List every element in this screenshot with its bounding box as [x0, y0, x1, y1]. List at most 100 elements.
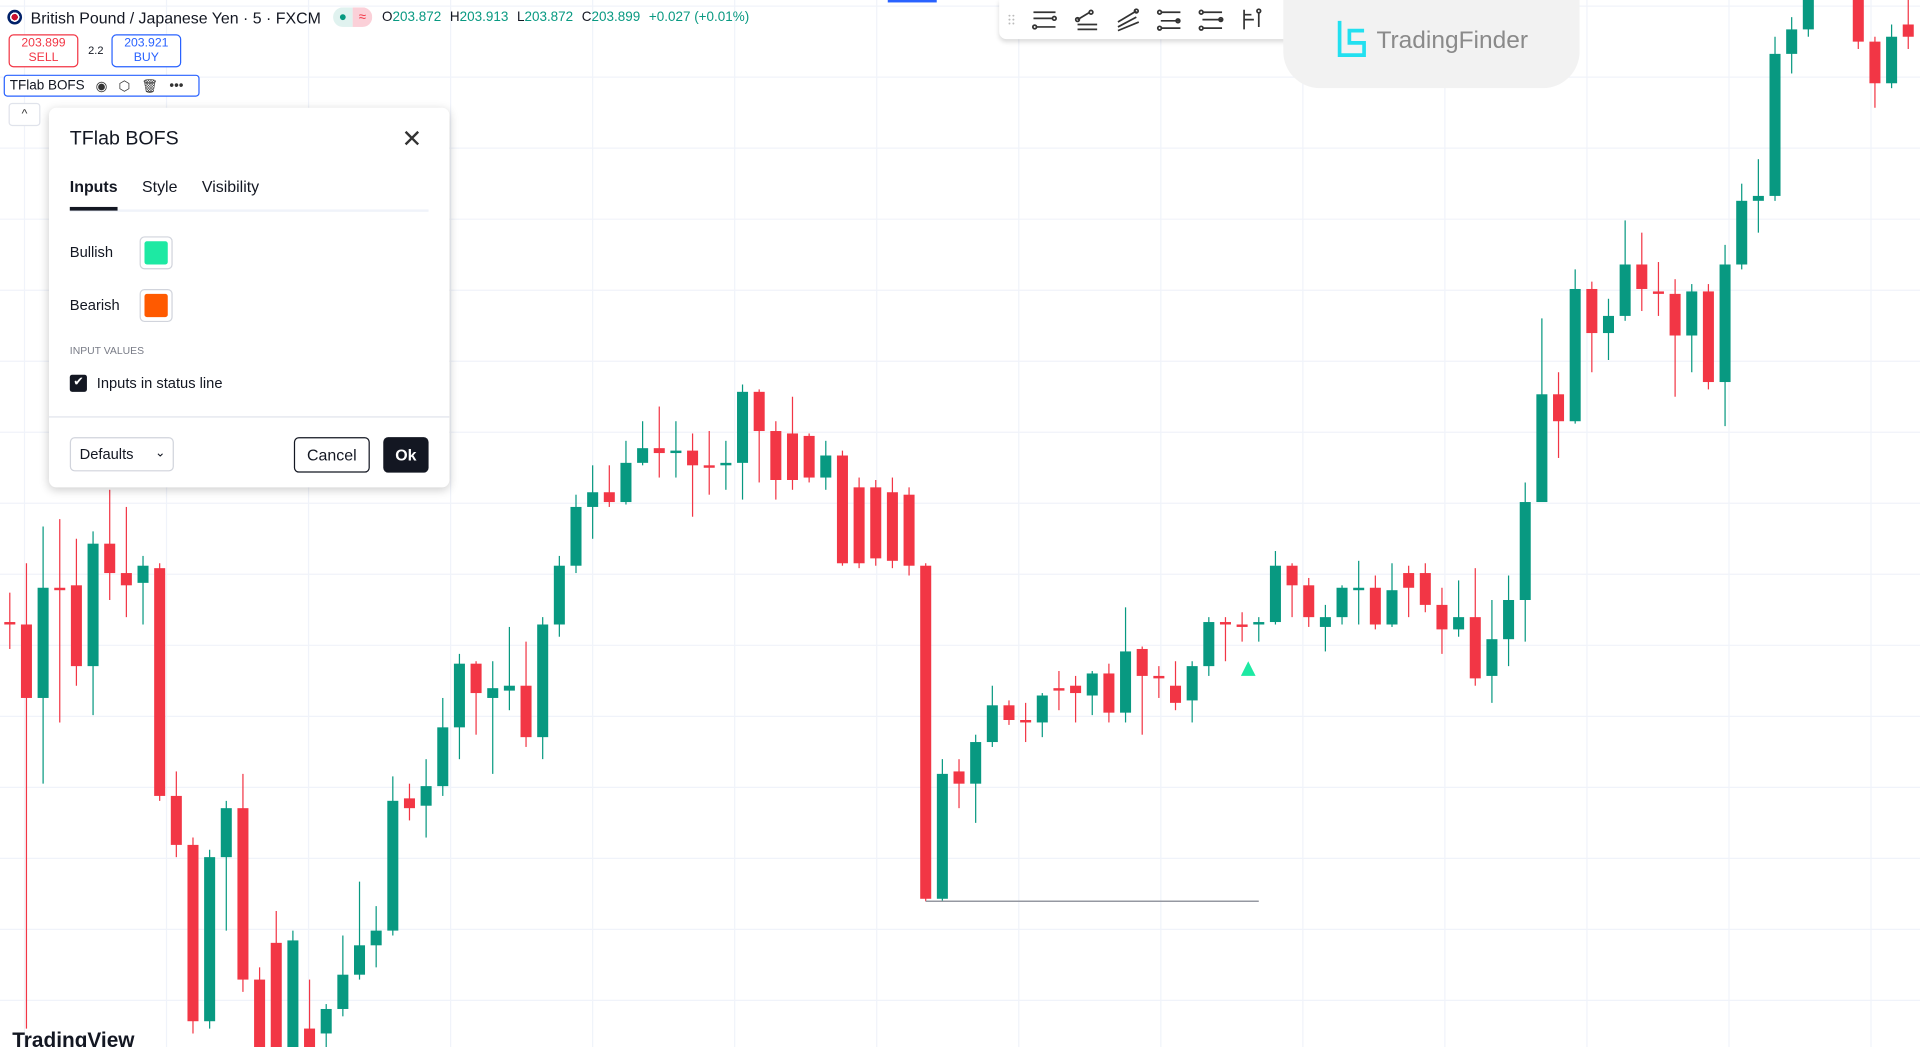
trash-icon[interactable]: 🗑 [141, 78, 159, 94]
settings-icon[interactable]: ⬡ [118, 78, 131, 94]
candle-bullish [936, 773, 948, 899]
candle-bearish [1369, 587, 1381, 625]
candle-bearish [1136, 648, 1148, 676]
candle-bearish [1636, 264, 1648, 289]
candle-bearish [770, 431, 782, 481]
candle-bearish [920, 565, 932, 899]
collapse-legend-button[interactable]: ^ [8, 102, 41, 127]
candle-bullish [1186, 666, 1198, 701]
candle-bullish [1386, 590, 1398, 625]
candle-bearish [1286, 565, 1298, 586]
input-values-section-label: INPUT VALUES [69, 344, 145, 357]
indicator-legend[interactable]: TFlab BOFS ◉ ⬡ 🗑 ••• [3, 74, 200, 97]
candle-bullish [87, 543, 99, 667]
candle-bearish [1053, 688, 1065, 691]
candle-bullish [320, 1008, 332, 1034]
candle-bullish [1752, 195, 1764, 201]
candle-bullish [553, 565, 565, 625]
candle-bullish [1336, 587, 1348, 618]
candle-bearish [803, 435, 815, 478]
candle-bullish [487, 688, 499, 698]
parallel-channel-icon[interactable] [1031, 7, 1058, 31]
more-icon[interactable]: ••• [169, 78, 184, 94]
candle-bearish [1436, 604, 1448, 630]
drag-handle-icon[interactable] [1007, 7, 1017, 31]
candle-bearish [154, 568, 166, 796]
candle-bearish [304, 1028, 316, 1047]
candle-bearish [1852, 0, 1864, 42]
fib-icon[interactable] [1239, 7, 1266, 31]
indicator-name[interactable]: TFlab BOFS [9, 78, 85, 94]
candle-bullish [986, 705, 998, 743]
candle-bearish [1669, 293, 1681, 336]
candle-bearish [270, 942, 282, 1047]
candle-bearish [187, 844, 199, 1022]
pitchfork-icon[interactable] [1073, 7, 1100, 31]
ohlc-values: O203.872 H203.913 L203.872 C203.899 +0.0… [382, 9, 750, 25]
candle-bullish [137, 565, 149, 583]
market-open-icon[interactable]: ● [333, 7, 353, 27]
defaults-dropdown[interactable]: Defaults ⌄ [69, 437, 174, 472]
candle-bullish [1569, 288, 1581, 422]
bullish-label: Bullish [69, 243, 114, 261]
candle-bullish [1769, 53, 1781, 196]
candle-bearish [254, 979, 266, 1047]
candle-bearish [1170, 685, 1182, 703]
eye-icon[interactable]: ◉ [95, 78, 108, 94]
candle-bullish [587, 492, 599, 507]
checkbox-checked-icon[interactable]: ✔ [69, 374, 87, 392]
candle-bullish [1253, 622, 1265, 625]
buy-button[interactable]: 203.921 BUY [111, 34, 182, 68]
bullish-color-picker[interactable] [139, 236, 173, 270]
candle-bearish [54, 587, 66, 591]
candle-bullish [620, 462, 632, 503]
candle-bearish [1652, 291, 1664, 294]
candle-bullish [670, 450, 682, 454]
ok-button[interactable]: Ok [383, 437, 429, 473]
candle-bullish [1269, 565, 1281, 623]
candle-bullish [1536, 394, 1548, 503]
symbol-header: British Pound / Japanese Yen · 5 · FXCM … [7, 6, 754, 28]
candle-bearish [1103, 673, 1115, 713]
candle-bullish [1036, 695, 1048, 723]
trend-channel-icon[interactable] [1114, 7, 1141, 32]
tab-inputs[interactable]: Inputs [69, 178, 118, 211]
candle-bullish [1519, 502, 1531, 601]
candle-bearish [853, 487, 865, 564]
flat-top-icon[interactable] [1198, 7, 1225, 31]
candle-bullish [1786, 29, 1798, 54]
bearish-color-picker[interactable] [139, 288, 173, 323]
indicator-settings-dialog: TFlab BOFS ✕ Inputs Style Visibility Bul… [48, 107, 450, 488]
tab-visibility[interactable]: Visibility [201, 177, 260, 196]
candle-bullish [1686, 291, 1698, 336]
tab-style[interactable]: Style [142, 177, 178, 196]
candle-bullish [737, 391, 749, 463]
candle-bullish [337, 974, 349, 1009]
regression-icon[interactable] [1156, 7, 1183, 31]
candle-bearish [1003, 705, 1015, 721]
checkbox-label: Inputs in status line [96, 374, 223, 392]
close-icon[interactable]: ✕ [401, 126, 423, 154]
symbol-title[interactable]: British Pound / Japanese Yen · 5 · FXCM [30, 7, 321, 27]
inputs-in-status-line-row[interactable]: ✔ Inputs in status line [69, 374, 223, 392]
candle-bullish [437, 727, 449, 787]
candle-bullish [1353, 587, 1365, 591]
candle-bearish [753, 391, 765, 432]
top-scroll-indicator [887, 0, 937, 3]
candle-bullish [1453, 617, 1465, 630]
cancel-button[interactable]: Cancel [293, 437, 370, 473]
candle-bearish [403, 798, 415, 809]
candle-bearish [20, 624, 32, 698]
candle-bearish [603, 492, 615, 503]
sell-button[interactable]: 203.899 SELL [8, 34, 79, 68]
candle-bullish [570, 506, 582, 566]
candle-bearish [786, 433, 799, 481]
candle-bearish [104, 543, 116, 574]
candle-bearish [886, 492, 898, 561]
dialog-tabs: Inputs Style Visibility [69, 177, 429, 212]
candle-bearish [703, 465, 715, 468]
spread-value: 2.2 [88, 44, 104, 57]
data-delay-icon[interactable]: ≈ [352, 7, 373, 27]
